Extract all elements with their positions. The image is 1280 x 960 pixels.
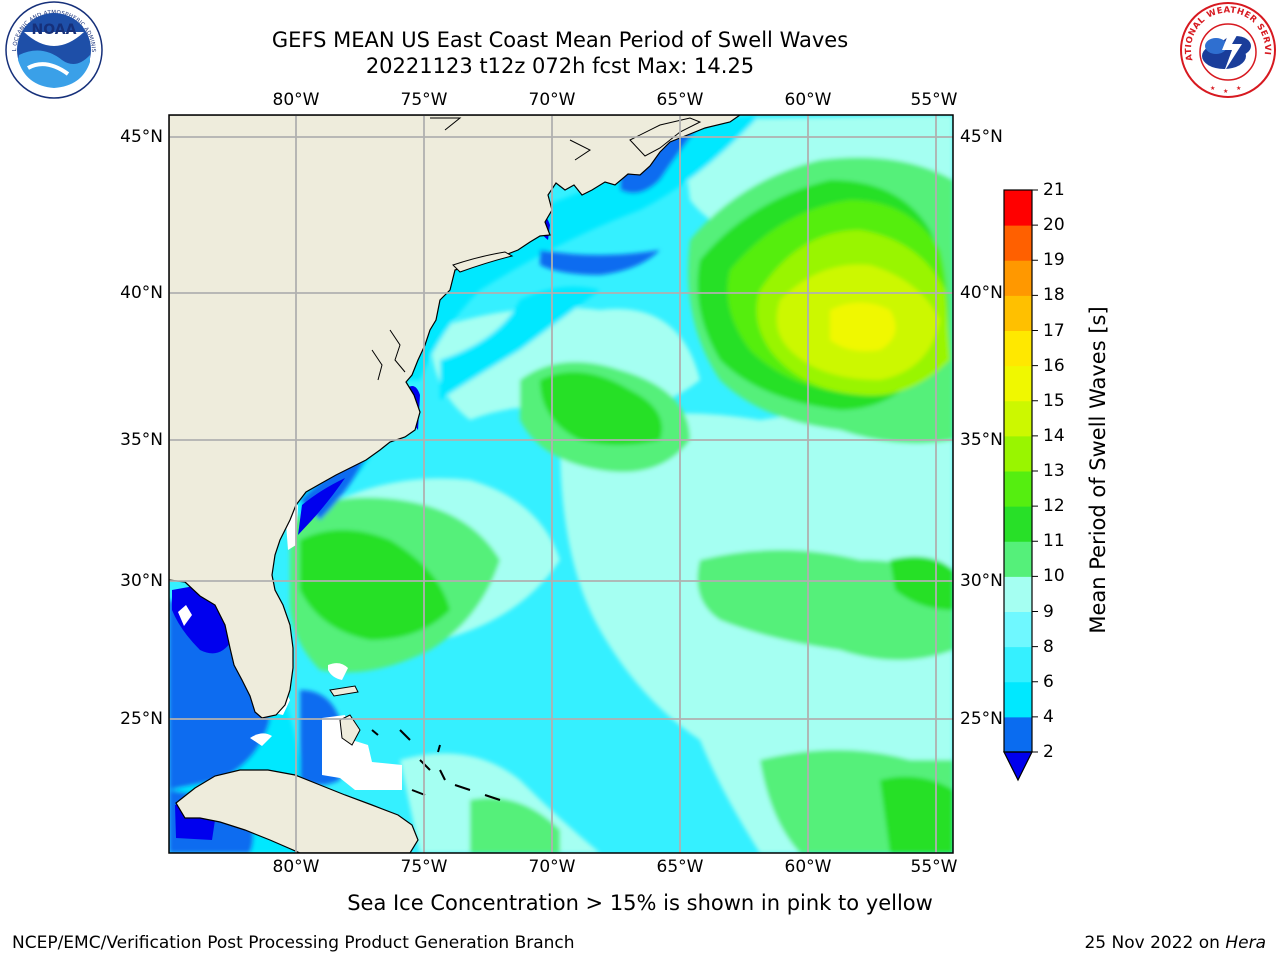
swell-9-10-se bbox=[697, 550, 953, 660]
colorbar-segment bbox=[1004, 541, 1032, 577]
footer-date: 25 Nov 2022 on bbox=[1084, 933, 1226, 953]
land-grand-bahama bbox=[329, 685, 359, 697]
map-frame bbox=[168, 114, 954, 854]
lat-label-left: 35°N bbox=[120, 430, 163, 450]
colorbar-tick-label: 4 bbox=[1043, 706, 1054, 727]
colorbar-tick-label: 13 bbox=[1043, 461, 1065, 481]
swell-10-11-center bbox=[540, 372, 662, 445]
swell-14-15-peak bbox=[830, 302, 896, 352]
swell-2-4-gom bbox=[169, 600, 270, 790]
lon-label-bottom: 60°W bbox=[784, 857, 832, 877]
lon-label-top: 75°W bbox=[400, 90, 448, 110]
sea-ice-note-text: Sea Ice Concentration > 15% is shown in … bbox=[347, 891, 933, 915]
colorbar-segment bbox=[1004, 576, 1032, 612]
lat-label-left: 30°N bbox=[120, 571, 163, 591]
colorbar-tick-label: 9 bbox=[1043, 601, 1054, 622]
colorbar-tick-label: 18 bbox=[1043, 285, 1065, 306]
swell-10-11-se bbox=[880, 776, 953, 853]
colorbar-tick-label: 8 bbox=[1043, 636, 1054, 657]
colorbar-segment bbox=[1004, 646, 1032, 683]
colorbar-tick-label: 6 bbox=[1043, 671, 1054, 692]
colorbar-segment bbox=[1004, 295, 1032, 331]
colorbar-tick-label: 19 bbox=[1043, 250, 1065, 271]
lat-label-right: 25°N bbox=[960, 709, 1003, 729]
colorbar-segment bbox=[1004, 190, 1032, 226]
lon-label-top: 55°W bbox=[910, 90, 958, 110]
swell-4-6-shelf bbox=[400, 115, 760, 380]
colorbar-tick-label: 12 bbox=[1043, 496, 1065, 517]
svg-text:★: ★ bbox=[1210, 85, 1215, 92]
colorbar-segment bbox=[1004, 435, 1032, 472]
lat-label-left: 25°N bbox=[120, 709, 163, 729]
colorbar-tick-label: 10 bbox=[1043, 566, 1065, 587]
colorbar-segment bbox=[1004, 365, 1032, 402]
lon-label-top: 60°W bbox=[784, 90, 832, 110]
colorbar-tick-label: 2 bbox=[1043, 742, 1054, 762]
swell-4-6-band bbox=[440, 286, 600, 400]
footer-right: 25 Nov 2022 on Hera bbox=[1084, 933, 1266, 953]
lon-label-top: 65°W bbox=[656, 90, 704, 110]
footer-host: Hera bbox=[1225, 933, 1266, 953]
lat-label-right: 30°N bbox=[960, 571, 1003, 591]
nws-logo: NATIONAL WEATHER SERVICE ★ ★ ★ bbox=[1178, 0, 1276, 98]
colorbar-tick-label: 15 bbox=[1043, 390, 1065, 411]
graticule bbox=[169, 115, 953, 853]
land-andros bbox=[339, 714, 361, 746]
colorbar-under-triangle bbox=[1003, 751, 1033, 782]
colorbar-tick-label: 11 bbox=[1043, 531, 1065, 552]
colorbar-tick-label: 14 bbox=[1043, 425, 1065, 446]
chart-title: GEFS MEAN US East Coast Mean Period of S… bbox=[271, 28, 849, 52]
swell-2-4-shelf bbox=[540, 250, 660, 275]
land-north-america bbox=[169, 115, 742, 719]
land-antilles bbox=[371, 729, 501, 801]
missing-florida-keys bbox=[250, 733, 272, 746]
colorbar-segment bbox=[1004, 330, 1032, 367]
lon-label-bottom: 55°W bbox=[910, 857, 958, 877]
swell-10-11-west bbox=[300, 530, 450, 640]
colorbar-segment bbox=[1004, 471, 1032, 507]
colorbar-segment bbox=[1004, 260, 1032, 296]
colorbar-tick-label: 17 bbox=[1043, 320, 1065, 341]
missing-bahamas-n bbox=[328, 663, 348, 680]
footer-left: NCEP/EMC/Verification Post Processing Pr… bbox=[12, 933, 575, 953]
colorbar-tick-label: 21 bbox=[1043, 180, 1065, 200]
swell-10-11-e bbox=[890, 556, 953, 610]
lat-label-right: 45°N bbox=[960, 127, 1003, 147]
lon-label-top: 80°W bbox=[272, 90, 320, 110]
lat-label-left: 45°N bbox=[120, 127, 163, 147]
colorbar-segment bbox=[1004, 716, 1032, 753]
swell-9-10-s bbox=[470, 798, 560, 853]
colorbar-label: Mean Period of Swell Waves [s] bbox=[1086, 306, 1110, 634]
svg-text:NOAA: NOAA bbox=[32, 22, 77, 38]
colorbar-segment bbox=[1004, 400, 1032, 437]
lon-label-bottom: 75°W bbox=[400, 857, 448, 877]
noaa-logo: NATIONAL OCEANIC AND ATMOSPHERIC ADMINIS… bbox=[2, 0, 103, 99]
colorbar-segment bbox=[1004, 681, 1032, 718]
colorbar-segment bbox=[1004, 225, 1032, 261]
lon-label-bottom: 65°W bbox=[656, 857, 704, 877]
lat-label-left: 40°N bbox=[120, 283, 163, 303]
chart-subtitle: 20221123 t12z 072h fcst Max: 14.25 bbox=[365, 54, 755, 78]
lon-label-top: 70°W bbox=[528, 90, 576, 110]
lat-label-right: 35°N bbox=[960, 430, 1003, 450]
svg-text:★: ★ bbox=[1236, 85, 1241, 92]
colorbar-segment bbox=[1004, 506, 1032, 542]
swell-under-2-gom bbox=[172, 585, 232, 654]
lon-label-bottom: 80°W bbox=[272, 857, 320, 877]
land-long-island bbox=[452, 251, 514, 273]
lat-label-right: 40°N bbox=[960, 283, 1003, 303]
colorbar-segment bbox=[1004, 611, 1032, 648]
svg-text:★: ★ bbox=[1223, 88, 1228, 95]
coastline-detail bbox=[371, 117, 591, 381]
lon-label-bottom: 70°W bbox=[528, 857, 576, 877]
missing-gulf-island bbox=[178, 605, 192, 626]
swell-under-2-carolina bbox=[298, 478, 345, 535]
land-cuba bbox=[175, 769, 419, 853]
colorbar-tick-label: 20 bbox=[1043, 215, 1065, 236]
colorbar-tick-label: 16 bbox=[1043, 355, 1065, 376]
